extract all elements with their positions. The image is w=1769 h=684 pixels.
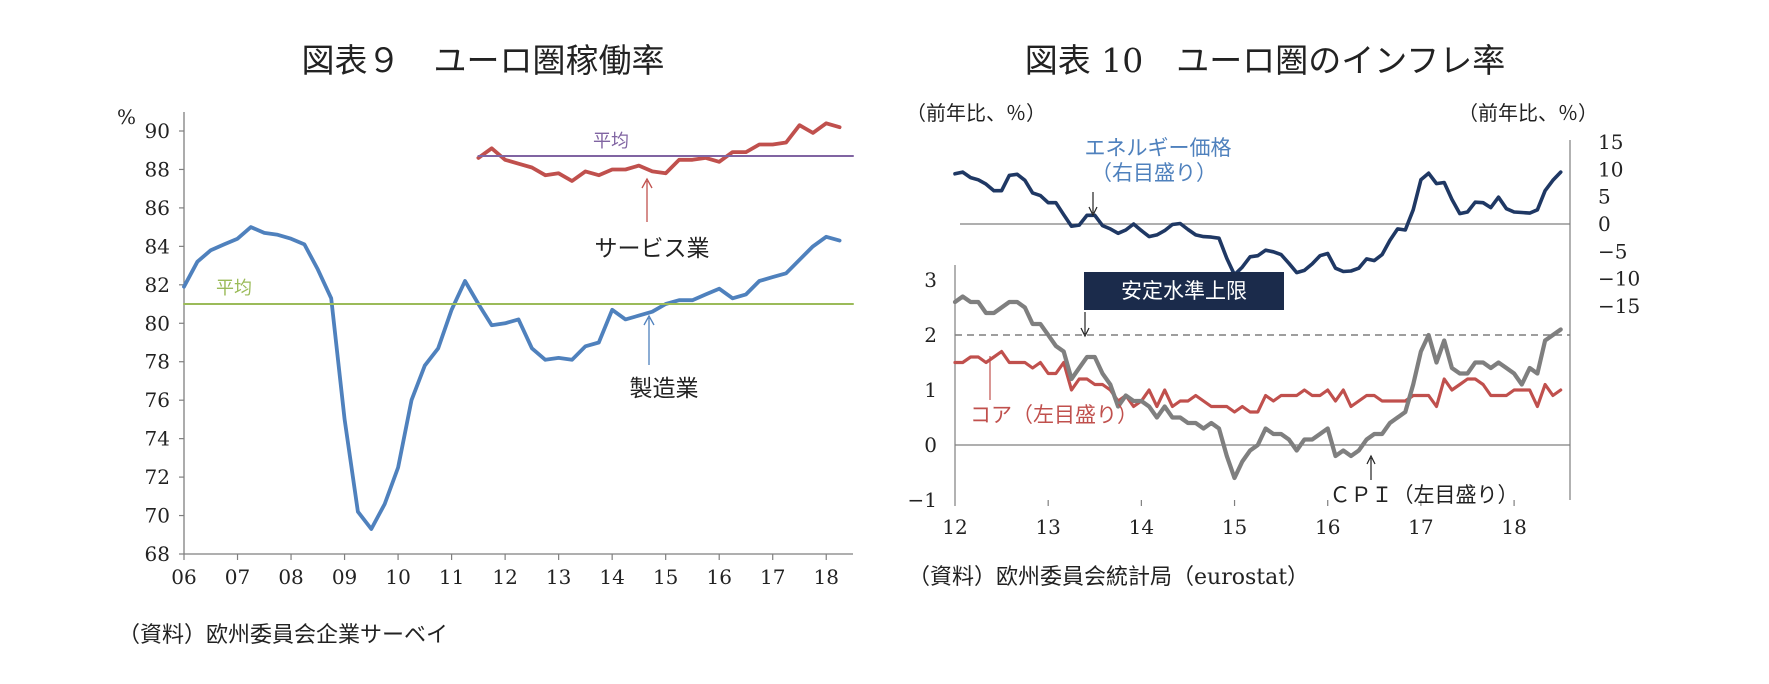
chart2-right-tick-label: 0 (1598, 212, 1611, 236)
chart2-x-tick-label: 18 (1501, 515, 1526, 539)
chart2-right-axis-label: （前年比、％） (1458, 101, 1598, 125)
chart2-energy-line (953, 170, 1563, 277)
chart2-title: 図表 10 ユーロ圏のインフレ率 (1025, 41, 1506, 80)
chart2-left-tick-label: 2 (924, 323, 937, 347)
chart2-core-label: コア（左目盛り） (970, 403, 1138, 427)
chart2-left-axis-label: （前年比、％） (906, 101, 1046, 125)
chart2-right-tick-label: 15 (1598, 130, 1623, 154)
chart1-y-tick-label: 82 (145, 273, 170, 297)
chart1-title: 図表９ ユーロ圏稼働率 (302, 41, 665, 80)
chart1-axes (179, 112, 853, 560)
chart1-y-tick-label: 72 (145, 465, 170, 489)
chart1-y-tick-label: 90 (145, 119, 170, 143)
chart1-x-tick-label: 06 (171, 565, 196, 589)
chart1-y-tick-label: 88 (145, 157, 170, 181)
chart-inflation: 図表 10 ユーロ圏のインフレ率 （前年比、％） （前年比、％） 3210−1 … (906, 41, 1640, 590)
chart1-avg-label-manufacturing: 平均 (216, 278, 252, 299)
chart1-manufacturing-line (182, 225, 842, 531)
chart1-y-tick-label: 70 (145, 504, 170, 528)
chart1-x-tick-label: 10 (385, 565, 410, 589)
chart2-left-tick-label: 1 (924, 378, 937, 402)
chart2-right-tick-label: −15 (1598, 294, 1640, 318)
chart2-x-tick-labels: 12 13 14 15 16 17 18 (942, 515, 1527, 539)
chart2-x-tick-label: 16 (1315, 515, 1340, 539)
chart2-x-tick-label: 12 (942, 515, 967, 539)
chart1-services-line (476, 121, 842, 183)
chart2-left-tick-label: 3 (924, 268, 937, 292)
chart1-y-tick-label: 74 (145, 427, 170, 451)
chart2-right-tick-label: 10 (1598, 157, 1623, 181)
chart2-target-arrowhead (1080, 327, 1090, 338)
chart1-x-tick-label: 13 (546, 565, 571, 589)
chart2-cpi-line (952, 294, 1563, 481)
chart2-x-tick-label: 17 (1408, 515, 1433, 539)
chart1-x-tick-label: 15 (653, 565, 678, 589)
chart1-x-tick-label: 11 (439, 565, 464, 589)
chart2-target-badge (1084, 272, 1284, 310)
chart2-core-line (953, 349, 1563, 414)
chart1-x-tick-label: 09 (332, 565, 357, 589)
chart1-x-tick-label: 07 (225, 565, 250, 589)
chart1-services-arrowhead (641, 177, 653, 189)
chart2-cpi-arrowhead (1366, 454, 1376, 465)
chart2-x-tick-label: 15 (1222, 515, 1247, 539)
chart2-target-label: 安定水準上限 (1121, 279, 1247, 303)
chart1-avg-label-services: 平均 (593, 131, 629, 152)
chart1-y-tick-label: 76 (145, 388, 170, 412)
chart1-y-unit: % (117, 105, 136, 129)
chart1-y-tick-label: 78 (145, 350, 170, 374)
chart1-manufacturing-arrowhead (643, 314, 655, 326)
chart2-x-tick-label: 13 (1035, 515, 1060, 539)
chart1-y-tick-label: 86 (145, 196, 170, 220)
chart1-y-tick-label: 68 (145, 542, 170, 566)
chart1-x-tick-label: 14 (599, 565, 624, 589)
chart2-right-tick-label: −5 (1598, 239, 1627, 263)
chart1-y-tick-labels: 90 88 86 84 82 80 78 76 74 72 70 68 (145, 119, 170, 566)
chart1-y-tick-label: 80 (145, 311, 170, 335)
chart1-x-tick-label: 08 (278, 565, 303, 589)
chart2-right-tick-label: 5 (1598, 185, 1611, 209)
chart1-services-label: サービス業 (595, 236, 710, 262)
chart1-x-tick-label: 17 (760, 565, 785, 589)
chart2-left-tick-label: −1 (908, 488, 937, 512)
chart2-source: （資料）欧州委員会統計局（eurostat） (908, 565, 1309, 590)
chart1-x-tick-label: 18 (814, 565, 839, 589)
chart2-axes (954, 140, 1571, 506)
chart1-x-tick-label: 16 (706, 565, 731, 589)
chart1-source: （資料）欧州委員会企業サーベイ (118, 623, 448, 648)
chart2-left-tick-label: 0 (924, 433, 937, 457)
chart1-series (182, 121, 854, 531)
chart1-y-tick-label: 84 (145, 234, 170, 258)
chart-utilization: 図表９ ユーロ圏稼働率 % 90 88 86 84 82 80 78 76 74 72 70 68 0… (117, 41, 854, 648)
chart2-left-tick-labels: 3 2 1 0 −1 (908, 268, 937, 512)
chart2-x-tick-label: 14 (1129, 515, 1154, 539)
chart2-right-tick-labels: 15 10 5 0 −5 −10 −15 (1598, 130, 1640, 318)
chart2-right-tick-label: −10 (1598, 267, 1640, 291)
chart2-cpi-label: ＣＰＩ（左目盛り） (1330, 483, 1519, 507)
chart2-series (952, 170, 1570, 481)
chart1-x-tick-labels: 06 07 08 09 10 11 12 13 14 15 16 17 18 (171, 565, 839, 589)
chart1-manufacturing-label: 製造業 (630, 376, 699, 402)
chart2-energy-label: エネルギー価格 (1085, 136, 1232, 160)
chart2-energy-arrowhead (1088, 206, 1098, 217)
chart1-x-tick-label: 12 (492, 565, 517, 589)
chart2-energy-label-axis: （右目盛り） (1091, 161, 1217, 185)
